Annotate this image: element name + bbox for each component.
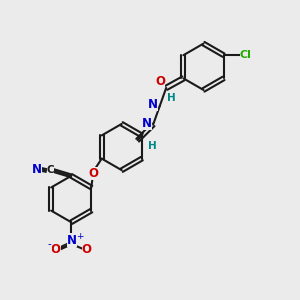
- Text: N: N: [32, 163, 42, 176]
- Text: C: C: [46, 165, 54, 175]
- Text: N: N: [142, 117, 152, 130]
- Text: H: H: [148, 140, 157, 151]
- Text: O: O: [51, 243, 61, 256]
- Text: +: +: [76, 232, 83, 241]
- Text: O: O: [155, 75, 165, 88]
- Text: Cl: Cl: [240, 50, 252, 60]
- Text: H: H: [167, 93, 176, 103]
- Text: N: N: [148, 98, 158, 111]
- Text: -: -: [48, 239, 52, 250]
- Text: O: O: [82, 243, 92, 256]
- Text: N: N: [67, 234, 77, 247]
- Text: O: O: [88, 167, 98, 180]
